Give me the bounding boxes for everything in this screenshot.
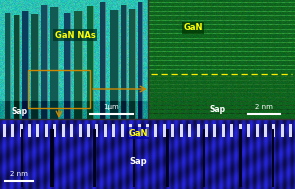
Text: 1μm: 1μm	[104, 104, 119, 110]
Text: 2 nm: 2 nm	[10, 171, 28, 177]
Text: Sap: Sap	[210, 105, 226, 115]
Text: GaN: GaN	[183, 23, 203, 33]
Bar	[28, 70, 90, 108]
Text: 2 nm: 2 nm	[255, 104, 273, 110]
Text: GaN: GaN	[128, 129, 148, 138]
Text: Sap: Sap	[129, 156, 147, 166]
Text: GaN NAs: GaN NAs	[55, 30, 95, 40]
Text: Sap: Sap	[12, 108, 28, 116]
